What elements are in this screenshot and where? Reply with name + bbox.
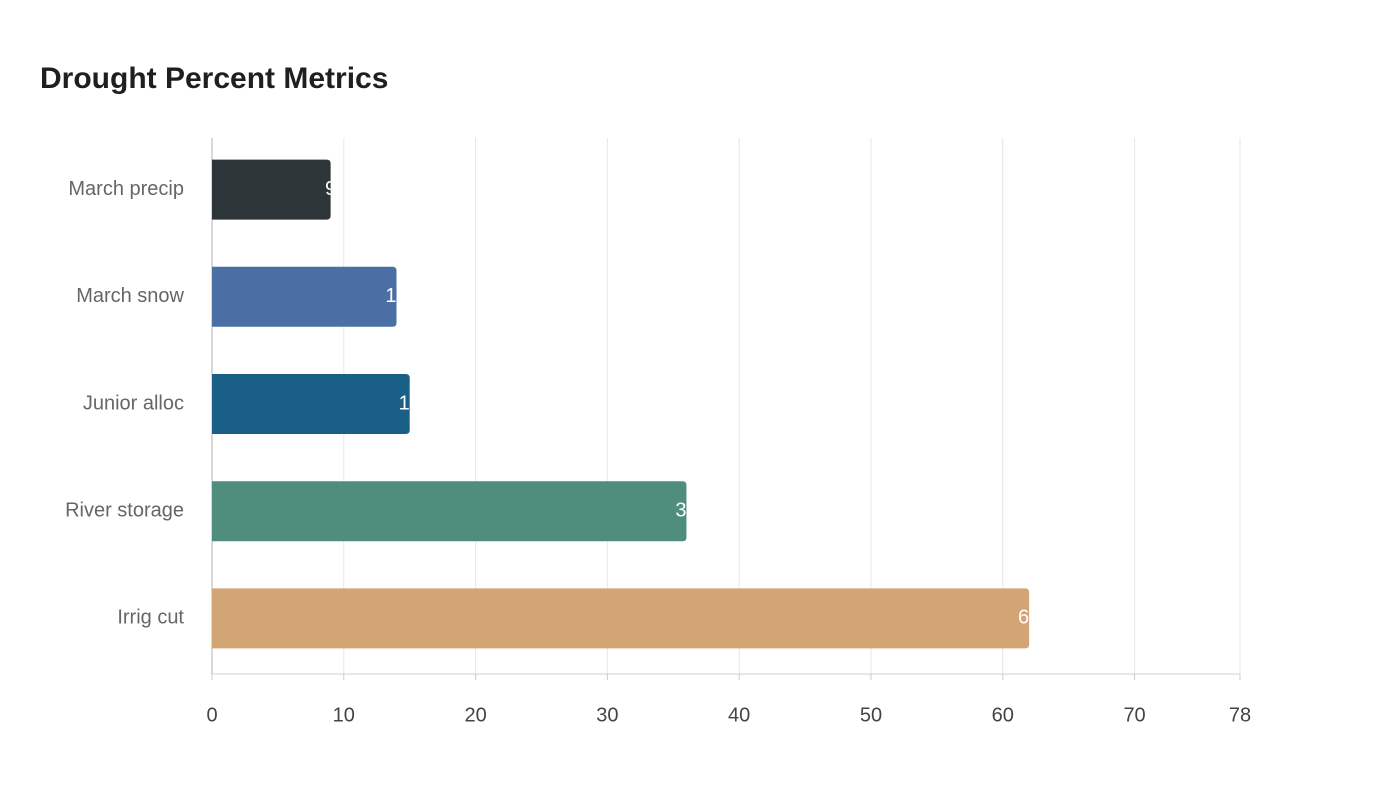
x-tick-label: 50 [860, 704, 882, 726]
value-label: 14 [385, 285, 407, 307]
value-label: 36 [675, 499, 697, 521]
x-tick-label: 78 [1229, 704, 1251, 726]
y-tick-label: March snow [76, 285, 184, 307]
bar [212, 481, 687, 542]
y-tick-label: River storage [65, 499, 184, 521]
y-tick-label: Irrig cut [117, 607, 184, 629]
x-tick-label: 30 [596, 704, 618, 726]
x-tick-label: 60 [992, 704, 1014, 726]
value-label: 62 [1018, 607, 1040, 629]
x-tick-label: 20 [464, 704, 486, 726]
y-tick-label: March precip [68, 178, 184, 200]
bar [212, 159, 331, 220]
bar [212, 588, 1030, 649]
x-tick-label: 0 [206, 704, 217, 726]
chart-title: Drought Percent Metrics [40, 62, 388, 95]
x-tick-label: 70 [1123, 704, 1145, 726]
value-label: 15 [399, 392, 421, 414]
x-tick-label: 10 [333, 704, 355, 726]
y-tick-label: Junior alloc [83, 392, 184, 414]
bar [212, 266, 397, 327]
bar [212, 374, 410, 434]
value-label: 9 [325, 178, 336, 200]
x-tick-label: 40 [728, 704, 750, 726]
